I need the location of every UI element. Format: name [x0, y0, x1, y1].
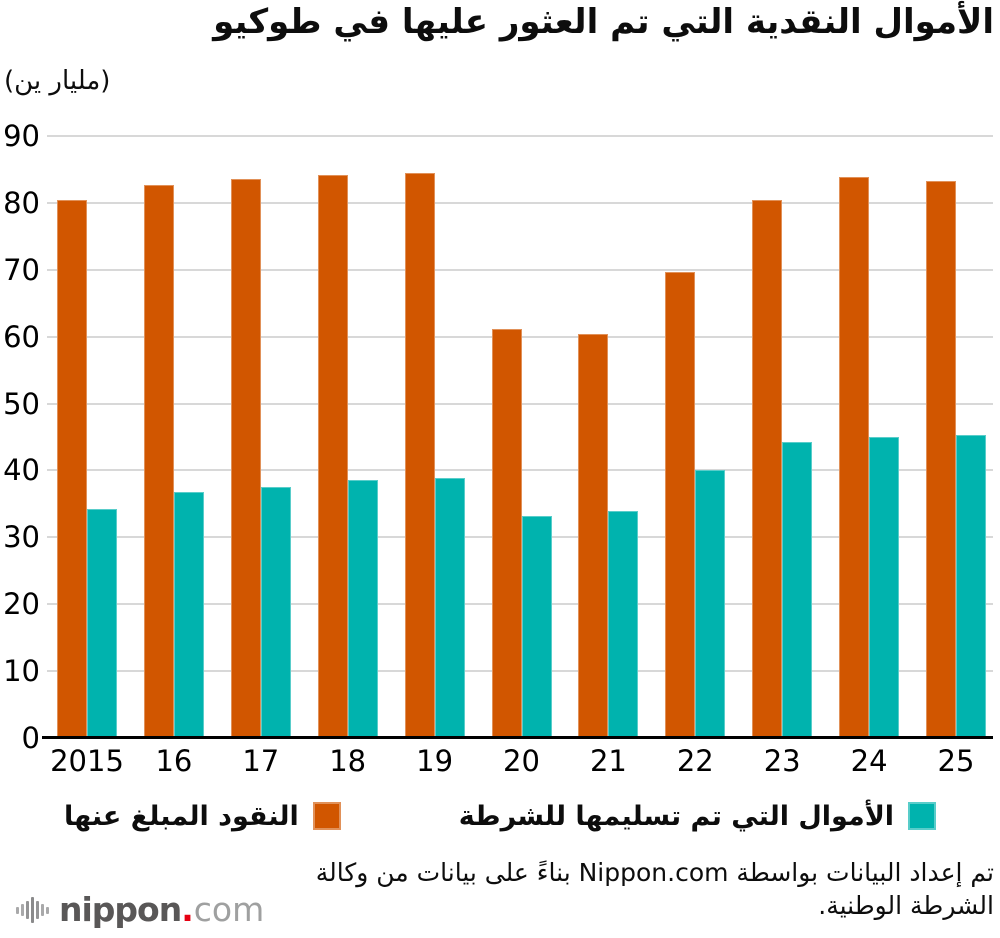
bar-series0-24: [839, 177, 870, 738]
bar-series1-21: [608, 510, 639, 738]
x-tick-label-22: 22: [676, 744, 714, 778]
legend-item-handed-to-police: الأموال التي تم تسليمها للشرطة: [458, 800, 937, 832]
source-note-line1: تم إعداد البيانات بواسطة Nippon.com بناء…: [315, 858, 994, 887]
bar-series1-20: [521, 515, 552, 738]
y-axis-unit-label: (مليار ين): [4, 66, 111, 96]
chart-title: الأموال النقدية التي تم العثور عليها في …: [213, 2, 994, 42]
bar-series1-24: [869, 437, 900, 738]
legend-swatch-teal: [908, 802, 937, 830]
bar-series0-20: [491, 329, 522, 738]
x-tick-label-16: 16: [155, 744, 193, 778]
source-note: تم إعداد البيانات بواسطة Nippon.com بناء…: [274, 856, 994, 922]
legend-item-reported-cash: النقود المبلغ عنها: [64, 801, 341, 832]
y-tick-label-70: 70: [3, 252, 40, 287]
x-tick-label-21: 21: [589, 744, 627, 778]
y-tick-label-10: 10: [3, 654, 40, 689]
bar-series0-23: [752, 199, 783, 738]
x-axis-labels: 2015 16 17 18 19 20 21 22 23 24 25: [47, 744, 993, 784]
bar-series1-22: [695, 469, 726, 738]
bar-series1-23: [782, 442, 813, 738]
nippon-logo: nippon.com: [16, 886, 264, 934]
legend: الأموال التي تم تسليمها للشرطة النقود ال…: [0, 795, 1000, 837]
y-tick-label-50: 50: [3, 386, 40, 421]
bar-series1-2015: [87, 509, 117, 738]
source-note-line2: الشرطة الوطنية.: [818, 891, 994, 920]
x-tick-label-19: 19: [416, 744, 454, 778]
y-tick-label-30: 30: [3, 520, 40, 555]
gridline-70: [47, 268, 993, 271]
x-tick-label-25: 25: [937, 744, 975, 778]
y-tick-label-60: 60: [3, 319, 40, 354]
bar-series1-19: [434, 477, 465, 738]
legend-swatch-orange: [312, 802, 341, 830]
legend-label-reported-cash: النقود المبلغ عنها: [63, 800, 299, 832]
logo-name: nippon: [59, 890, 182, 929]
y-tick-label-40: 40: [3, 453, 40, 488]
gridline-80: [47, 201, 993, 204]
plot-area: [42, 135, 993, 739]
bar-series0-16: [143, 184, 174, 738]
bar-series1-25: [956, 435, 986, 738]
soundwave-icon: [16, 892, 49, 928]
x-tick-label-17: 17: [242, 744, 280, 778]
nippon-logo-text: nippon.com: [59, 892, 264, 928]
bar-series0-25: [926, 180, 956, 738]
y-tick-label-20: 20: [3, 587, 40, 622]
bar-series1-16: [173, 491, 204, 738]
bar-series0-22: [665, 272, 696, 738]
y-tick-label-80: 80: [3, 185, 40, 220]
bar-chart: 0 10 20 30 40 50 60 70 80 90 2015 16 17 18 19 20 21 22 23…: [0, 120, 1000, 816]
bar-series0-21: [578, 334, 609, 738]
bar-series1-17: [260, 486, 291, 738]
legend-label-handed-to-police: الأموال التي تم تسليمها للشرطة: [458, 800, 895, 832]
y-tick-label-90: 90: [3, 119, 40, 153]
bar-series0-2015: [57, 200, 87, 738]
x-tick-label-23: 23: [763, 744, 801, 778]
x-tick-label-24: 24: [850, 744, 888, 778]
x-axis-line: [42, 736, 993, 739]
y-axis-labels: 0 10 20 30 40 50 60 70 80 90: [0, 120, 40, 754]
x-tick-label-2015: 2015: [50, 744, 124, 778]
logo-dot: .: [181, 890, 194, 929]
bar-series0-17: [230, 179, 261, 738]
bar-series0-19: [404, 172, 435, 738]
x-tick-label-20: 20: [503, 744, 540, 778]
bar-series0-18: [317, 174, 348, 738]
gridline-90: [47, 135, 993, 137]
logo-suffix: com: [193, 890, 265, 929]
x-tick-label-18: 18: [329, 744, 367, 778]
y-tick-label-0: 0: [21, 721, 40, 755]
bar-series1-18: [347, 480, 378, 738]
